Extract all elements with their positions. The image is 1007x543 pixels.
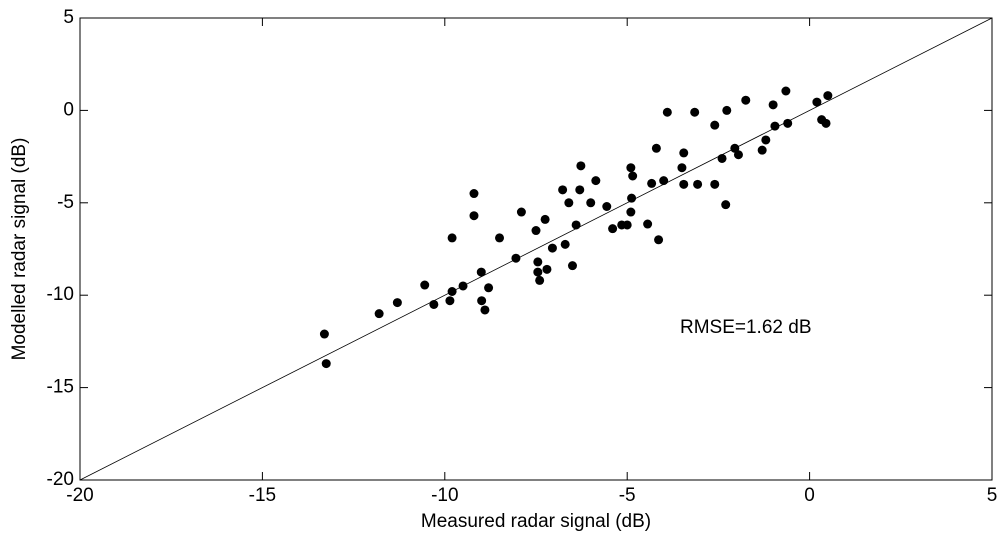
point <box>576 161 586 171</box>
identity-line <box>79 17 993 481</box>
x-tick-label: -15 <box>249 485 276 506</box>
point <box>420 280 430 290</box>
point <box>602 201 612 211</box>
point <box>567 261 577 271</box>
point <box>643 219 653 229</box>
point <box>628 171 638 181</box>
point <box>533 267 543 277</box>
point <box>533 257 543 267</box>
y-tick-label: -10 <box>47 284 74 305</box>
point <box>319 329 329 339</box>
point <box>823 91 833 101</box>
point <box>558 185 568 195</box>
point <box>627 193 637 203</box>
point <box>540 214 550 224</box>
point <box>757 145 767 155</box>
point <box>571 220 581 230</box>
point <box>741 95 751 105</box>
y-tick-label: 0 <box>63 99 74 120</box>
point <box>392 298 402 308</box>
point <box>560 239 570 249</box>
point <box>575 185 585 195</box>
point <box>662 107 672 117</box>
point <box>547 243 557 253</box>
point <box>690 107 700 117</box>
point <box>469 189 479 199</box>
point <box>651 143 661 153</box>
point <box>495 233 505 243</box>
point <box>476 267 486 277</box>
x-tick-label: 5 <box>987 485 998 506</box>
point <box>484 283 494 293</box>
point <box>535 275 545 285</box>
point <box>733 150 743 160</box>
point <box>783 118 793 128</box>
point <box>374 309 384 319</box>
point <box>647 178 657 188</box>
y-axis-label: Modelled radar signal (dB) <box>9 138 30 361</box>
point <box>677 163 687 173</box>
x-tick-label: -20 <box>66 485 93 506</box>
point <box>654 235 664 245</box>
y-tick-label: -20 <box>47 469 74 490</box>
point <box>511 253 521 263</box>
point <box>721 200 731 210</box>
point <box>626 207 636 217</box>
point <box>516 207 526 217</box>
annotation: RMSE=1.62 dB <box>680 317 812 338</box>
point <box>480 305 490 315</box>
x-axis-label: Measured radar signal (dB) <box>421 511 651 532</box>
point <box>591 176 601 186</box>
point <box>693 179 703 189</box>
point <box>608 224 618 234</box>
point <box>781 86 791 96</box>
point <box>429 299 439 309</box>
point <box>659 176 669 186</box>
point <box>679 179 689 189</box>
x-tick-label: -5 <box>619 485 636 506</box>
point <box>761 135 771 145</box>
y-tick-label: -15 <box>47 377 74 398</box>
point <box>622 220 632 230</box>
point <box>531 226 541 236</box>
point <box>586 198 596 208</box>
point <box>626 163 636 173</box>
point <box>469 211 479 221</box>
y-tick-label: 5 <box>63 7 74 28</box>
point <box>445 296 455 306</box>
point <box>717 153 727 163</box>
point <box>447 287 457 297</box>
plot-frame <box>79 17 993 481</box>
point <box>447 233 457 243</box>
point <box>768 100 778 110</box>
point <box>722 105 732 115</box>
point <box>477 296 487 306</box>
point <box>812 97 822 107</box>
point <box>564 198 574 208</box>
point <box>458 281 468 291</box>
point <box>770 121 780 131</box>
point <box>679 148 689 158</box>
point <box>321 359 331 369</box>
point <box>710 179 720 189</box>
x-tick-label: 0 <box>804 485 815 506</box>
x-tick-label: -10 <box>431 485 458 506</box>
point <box>542 264 552 274</box>
y-tick-label: -5 <box>57 192 74 213</box>
point <box>821 118 831 128</box>
point <box>710 120 720 130</box>
